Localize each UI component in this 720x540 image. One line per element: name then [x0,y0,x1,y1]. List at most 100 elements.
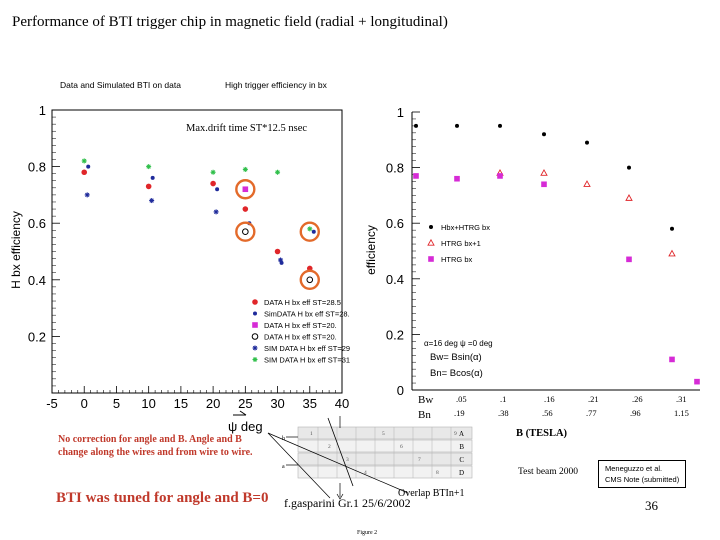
plot2-ytick-label: 0 [397,383,404,398]
connector-arrow-head [336,493,344,500]
plot1-legend-marker [251,333,259,340]
reference-line-2: CMS Note (submitted) [605,475,680,484]
plot1-point [274,248,281,255]
plot1-legend-marker [252,322,258,328]
plot1-point [84,192,90,198]
plot1-xtick-label: 20 [206,396,220,411]
connector-line-2 [267,432,331,499]
plot2-annotation-1: α=16 deg ψ =0 deg [424,339,493,348]
wire-diagram-wire-number: 6 [400,444,403,450]
plot1-point [86,164,91,169]
plot2-point [626,256,632,263]
reference-line-1: Meneguzzo et al. [605,464,663,473]
wire-diagram-a-label: a [282,464,285,470]
plot2-point [455,123,459,128]
plot1-legend-label: DATA H bx eff ST=20. [264,333,337,342]
wire-diagram-row-label: B [459,443,464,451]
plot2-bn-label: Bn [418,409,431,421]
plot2-point [498,123,502,128]
plot2-bw-value: .26 [632,394,643,404]
plot1-ytick-label: 1 [39,103,46,118]
plot2-point [542,132,546,137]
plot2-point [668,249,676,257]
plot1-legend-marker [252,299,258,305]
plot1-title: Max.drift time ST*12.5 nsec [186,123,307,134]
plot2-bn-value: .19 [454,408,465,418]
plot1-point-stroke-d2 [275,170,280,175]
footer-author: f.gasparini Gr.1 25/6/2002 [284,496,411,510]
plot1-point-stroke-d2 [243,167,248,172]
plot1-point [306,276,314,284]
plot2-ytick-label: 1 [397,105,404,120]
plot2-point [583,180,591,187]
plot1-point [242,186,249,193]
plot1-legend-marker-stroke-d2 [252,345,258,351]
wire-diagram-row-label: C [459,456,464,464]
plot1-xtick-label: -5 [46,396,58,411]
wire-diagram-wire-number: 1 [310,431,313,437]
plot1-legend-marker [252,345,258,351]
plot2-point [670,226,674,231]
plot1-xtick-label: 40 [335,396,349,411]
plot1-legend-marker [252,357,258,362]
plot2-bw-value: .05 [456,394,467,404]
plot2-legend-marker [429,225,433,229]
plot1-point [210,180,216,187]
plot1-point [307,226,313,232]
plot1-point [215,187,220,192]
plot1-highlight-ring [299,221,320,242]
connector-line-1 [267,432,409,494]
bti-tuned-note: BTI was tuned for angle and B=0 [56,490,269,506]
plot1-ytick-label: 0.4 [28,273,46,288]
plot1-point [213,209,219,215]
plot1-highlight-ring [235,179,256,200]
plot1-legend-label: DATA H bx eff ST=28.5 [264,298,341,307]
plot2-point [625,194,633,201]
plot1-highlight-ring [299,269,320,290]
plot2-point [585,140,589,145]
plot1-point-stroke-d2 [307,226,312,232]
plot1-legend-label: SIM DATA H bx eff ST=29 [264,344,350,353]
plot1-point [149,198,155,204]
plot1-legend-marker-stroke-d2 [252,357,258,362]
testbeam-label: Test beam 2000 [518,467,579,477]
wire-diagram-wire-number: 5 [382,431,385,437]
plot1-point-stroke-d2 [82,158,87,164]
plot2-point [669,356,675,363]
wire-diagram-row-label: A [459,430,464,438]
plot2-point [413,173,419,179]
plot1-point [145,183,152,190]
plot2-ytick-label: 0.2 [386,327,404,342]
plot2-point [540,169,548,176]
plot2-bw-value: .21 [588,394,599,404]
plot2-point [414,123,418,128]
wire-diagram-row [297,465,473,479]
plot1-xtick-label: 25 [238,396,252,411]
slide-title: Performance of BTI trigger chip in magne… [12,14,448,30]
plot1-legend-label: DATA H bx eff ST=20. [264,321,337,330]
plot1-point [210,169,216,175]
plot2-point [497,173,503,179]
plot2-bn-value: .56 [542,408,553,418]
plot1-point-stroke-d2 [85,192,90,198]
plot1-point [278,257,284,263]
plot1-point [242,228,249,235]
wire-diagram-row [297,439,473,453]
plot2-bw-label: Bw [418,394,433,406]
plot1-header-right: High trigger efficiency in bx [225,80,327,90]
wire-diagram-row-label: D [459,469,464,477]
plot1-ytick-label: 0.2 [28,329,46,344]
plot2-legend-marker [427,238,435,246]
plot2-point [541,181,547,188]
plot2-ylabel: efficiency [364,225,378,275]
plot1-xtick-label: 5 [113,396,120,411]
plot1-xlabel: ψ deg [228,419,263,434]
plot2-xlabel: B (TESLA) [516,428,568,439]
wire-diagram-wire-number: 9 [454,431,457,437]
plot1-point-stroke-d2 [149,198,154,203]
plot1-point [242,206,249,212]
plot1-legend-marker [253,311,257,316]
plot1-legend-label: SIM DATA H bx eff ST=31 [264,356,350,365]
wire-diagram-track [327,417,354,487]
